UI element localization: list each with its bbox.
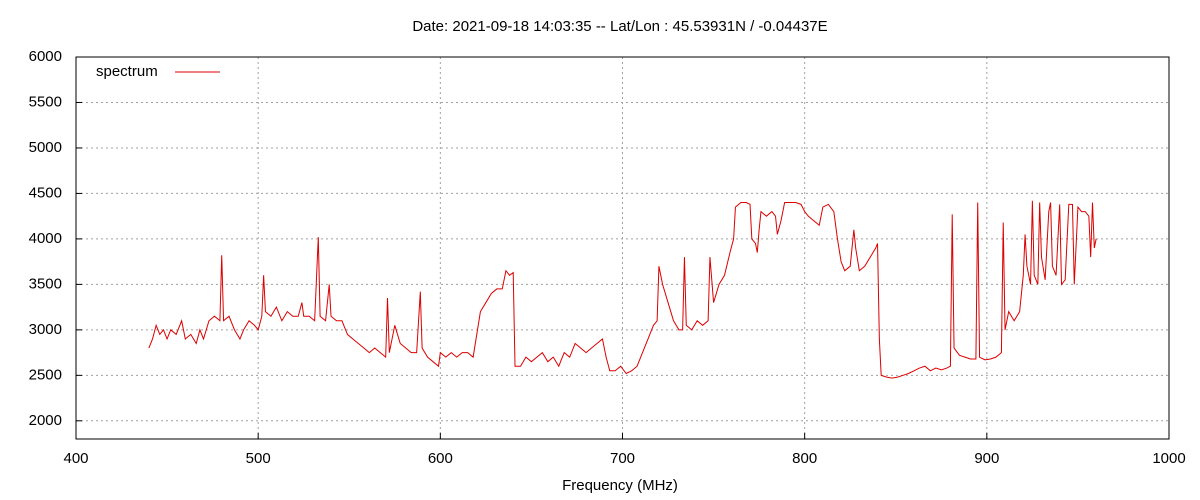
y-tick-label: 2000 xyxy=(29,412,62,429)
y-tick-label: 3500 xyxy=(29,275,62,292)
legend-label: spectrum xyxy=(96,63,158,80)
spectrum-line xyxy=(148,200,1097,379)
y-tick-label: 4000 xyxy=(29,230,62,247)
x-tick-label: 500 xyxy=(246,450,271,467)
plot-border xyxy=(75,56,1170,440)
x-tick-label: 700 xyxy=(610,450,635,467)
y-tick-label: 6000 xyxy=(29,48,62,65)
x-tick-label: 900 xyxy=(974,450,999,467)
chart-title: Date: 2021-09-18 14:03:35 -- Lat/Lon : 4… xyxy=(412,18,827,35)
x-axis-label: Frequency (MHz) xyxy=(562,477,678,494)
y-tick-label: 3000 xyxy=(29,321,62,338)
x-tick-label: 800 xyxy=(792,450,817,467)
y-tick-label: 2500 xyxy=(29,366,62,383)
y-tick-label: 5000 xyxy=(29,139,62,156)
x-tick-label: 1000 xyxy=(1152,450,1185,467)
y-tick-label: 5500 xyxy=(29,93,62,110)
x-tick-label: 600 xyxy=(428,450,453,467)
x-tick-label: 400 xyxy=(63,450,88,467)
y-tick-label: 4500 xyxy=(29,184,62,201)
